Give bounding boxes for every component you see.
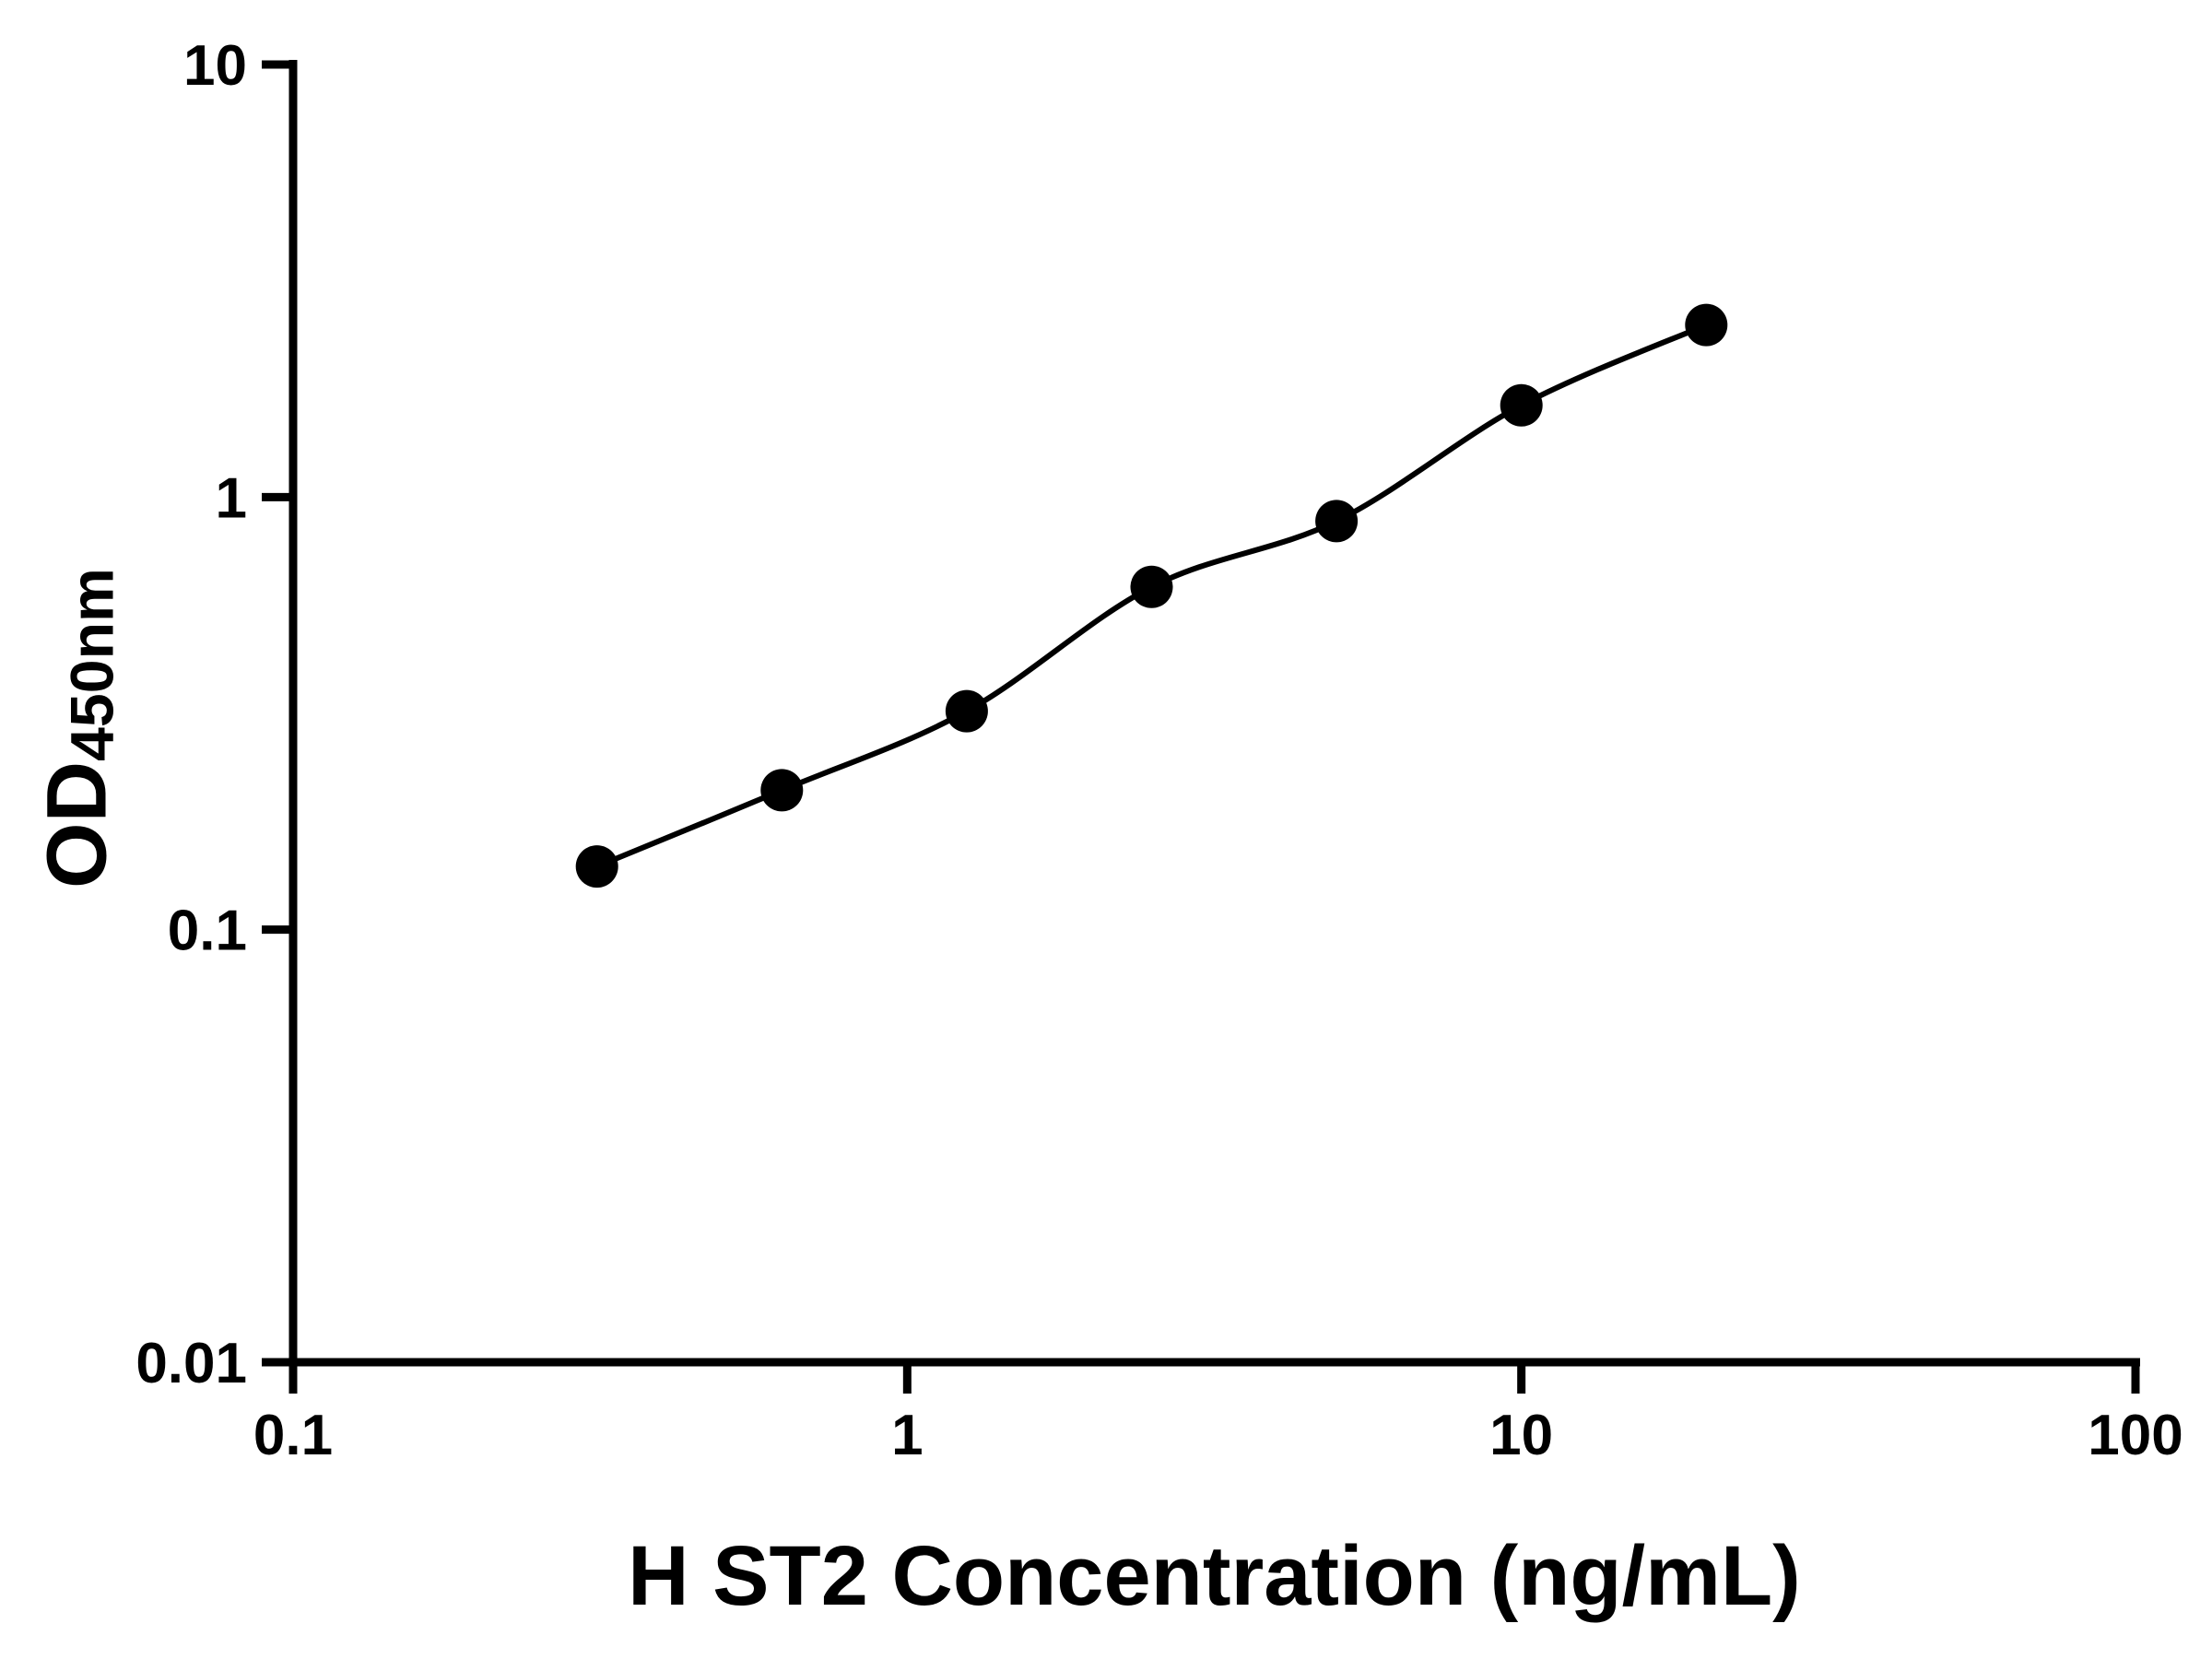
data-point — [1685, 303, 1728, 347]
axis-frame — [288, 60, 2140, 1367]
x-tick-label: 10 — [1489, 1404, 1553, 1467]
y-tick-label: 10 — [183, 34, 247, 98]
data-point — [1130, 565, 1173, 608]
data-point — [760, 769, 804, 812]
y-axis-title-main: OD — [29, 760, 124, 888]
data-point — [575, 845, 618, 888]
y-tick-label: 0.01 — [135, 1332, 247, 1395]
x-tick-label: 1 — [891, 1404, 923, 1467]
y-tick-label: 1 — [216, 466, 247, 530]
data-point — [1500, 383, 1543, 427]
y-axis-title-sub: 450nm — [58, 568, 127, 761]
x-tick-label: 0.1 — [253, 1404, 333, 1467]
data-point — [1315, 500, 1359, 543]
x-tick-label: 100 — [2088, 1404, 2183, 1467]
y-tick-label: 0.1 — [168, 900, 247, 963]
x-axis-title: H ST2 Concentration (ng/mL) — [628, 1529, 1801, 1623]
y-axis-title: OD450nm — [29, 568, 127, 888]
data-point — [945, 689, 988, 733]
